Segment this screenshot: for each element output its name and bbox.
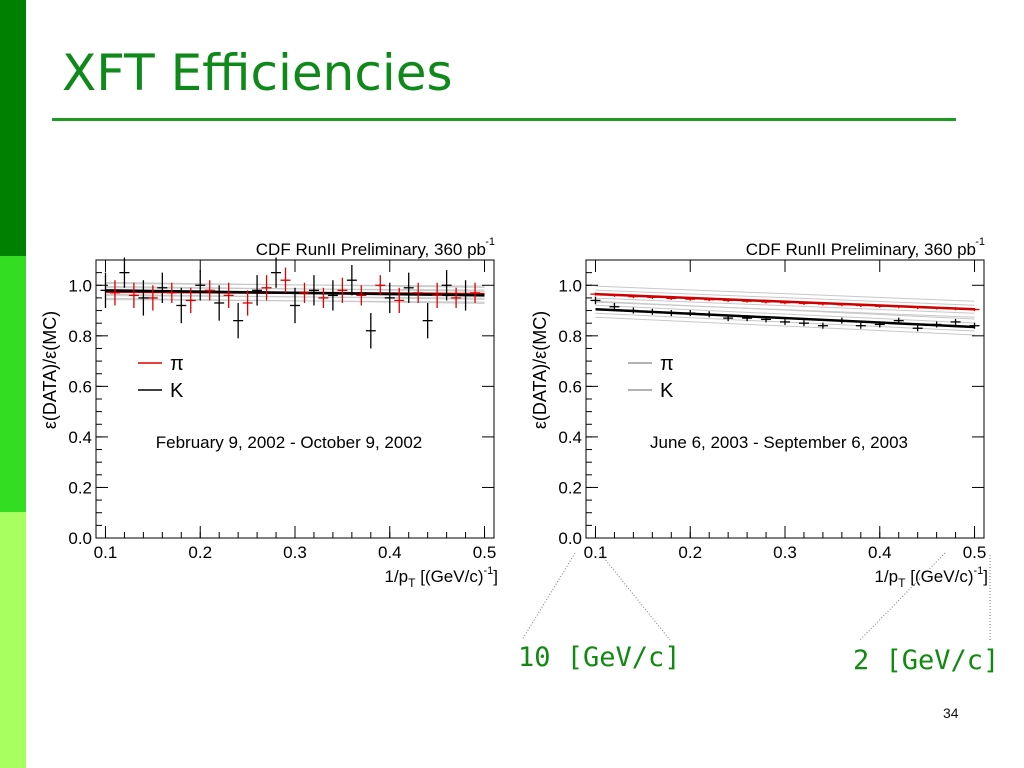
y-tick-label: 1.0 xyxy=(558,276,582,295)
sidebar-stripe-light xyxy=(0,512,26,768)
y-axis-label: ε(DATA)/ε(MC) xyxy=(40,311,60,429)
callout-line xyxy=(859,552,946,641)
slide-title: XFT Efficiencies xyxy=(62,44,453,102)
callout-line xyxy=(521,552,576,641)
fit-band-line xyxy=(595,289,975,306)
date-range-label: February 9, 2002 - October 9, 2002 xyxy=(156,433,423,452)
page-number: 34 xyxy=(943,705,959,721)
x-tick-label: 0.3 xyxy=(773,543,797,562)
x-tick-label: 0.4 xyxy=(378,543,402,562)
chart-2003: 0.1 0.2 0.3 0.4 0.5 0.0 0.2 0.4 0.6 0.8 1.0 CDF Run… xyxy=(530,236,988,590)
sidebar-stripe-dark xyxy=(0,0,26,256)
y-tick-label: 0.2 xyxy=(68,478,92,497)
sidebar-stripe-mid xyxy=(0,256,26,512)
fit-band-line xyxy=(595,300,975,320)
chart-title-superscript: -1 xyxy=(975,236,985,248)
callout-2-gev: 2 [GeV/c] xyxy=(853,645,1000,676)
x-tick-label: 0.5 xyxy=(963,543,987,562)
fit-band-line xyxy=(595,297,975,314)
chart-2002: 0.1 0.2 0.3 0.4 0.5 0.0 0.2 0.4 0.6 0.8 1.0 CDF Run… xyxy=(40,236,498,590)
fit-band-line xyxy=(105,281,485,288)
chart-title: CDF RunII Preliminary, 360 pb xyxy=(746,240,976,259)
callout-line xyxy=(599,552,671,641)
x-tick-label: 0.5 xyxy=(473,543,497,562)
y-axis-label: ε(DATA)/ε(MC) xyxy=(530,311,550,429)
x-axis-label: 1/pT [(GeV/c)-1] xyxy=(874,565,988,590)
x-tick-label: 0.1 xyxy=(584,543,608,562)
y-tick-label: 0.4 xyxy=(558,428,582,447)
y-tick-label: 0.8 xyxy=(68,327,92,346)
legend-label: K xyxy=(170,380,184,402)
fit-band-line xyxy=(595,285,975,302)
y-tick-label: 0.6 xyxy=(68,377,92,396)
fit-band xyxy=(595,285,975,318)
x-tick-label: 0.3 xyxy=(283,543,307,562)
fit-band-line xyxy=(595,316,975,336)
fit-band xyxy=(595,300,975,336)
x-tick-label: 0.4 xyxy=(868,543,892,562)
series-k xyxy=(100,257,471,349)
x-tick-label: 0.2 xyxy=(188,543,212,562)
legend-label: π xyxy=(660,353,674,375)
y-tick-label: 0.0 xyxy=(558,529,582,548)
chart-title-superscript: -1 xyxy=(485,236,495,248)
y-tick-label: 0.4 xyxy=(68,428,92,447)
legend-label: K xyxy=(660,380,674,402)
chart-title: CDF RunII Preliminary, 360 pb xyxy=(256,240,486,259)
callout-10-gev: 10 [GeV/c] xyxy=(518,642,681,673)
series-pi xyxy=(109,267,481,316)
y-tick-label: 0.6 xyxy=(558,377,582,396)
fit-line xyxy=(595,308,975,329)
series-pi xyxy=(590,292,980,312)
title-underline xyxy=(52,118,956,121)
x-tick-label: 0.2 xyxy=(678,543,702,562)
y-tick-label: 0.0 xyxy=(68,529,92,548)
x-axis-label: 1/pT [(GeV/c)-1] xyxy=(384,565,498,590)
date-range-label: June 6, 2003 - September 6, 2003 xyxy=(650,433,908,452)
y-tick-label: 0.8 xyxy=(558,327,582,346)
fit-band-line xyxy=(595,304,975,324)
y-tick-label: 1.0 xyxy=(68,276,92,295)
y-tick-label: 0.2 xyxy=(558,478,582,497)
x-tick-label: 0.1 xyxy=(94,543,118,562)
series-k xyxy=(590,296,980,332)
legend-label: π xyxy=(170,353,184,375)
